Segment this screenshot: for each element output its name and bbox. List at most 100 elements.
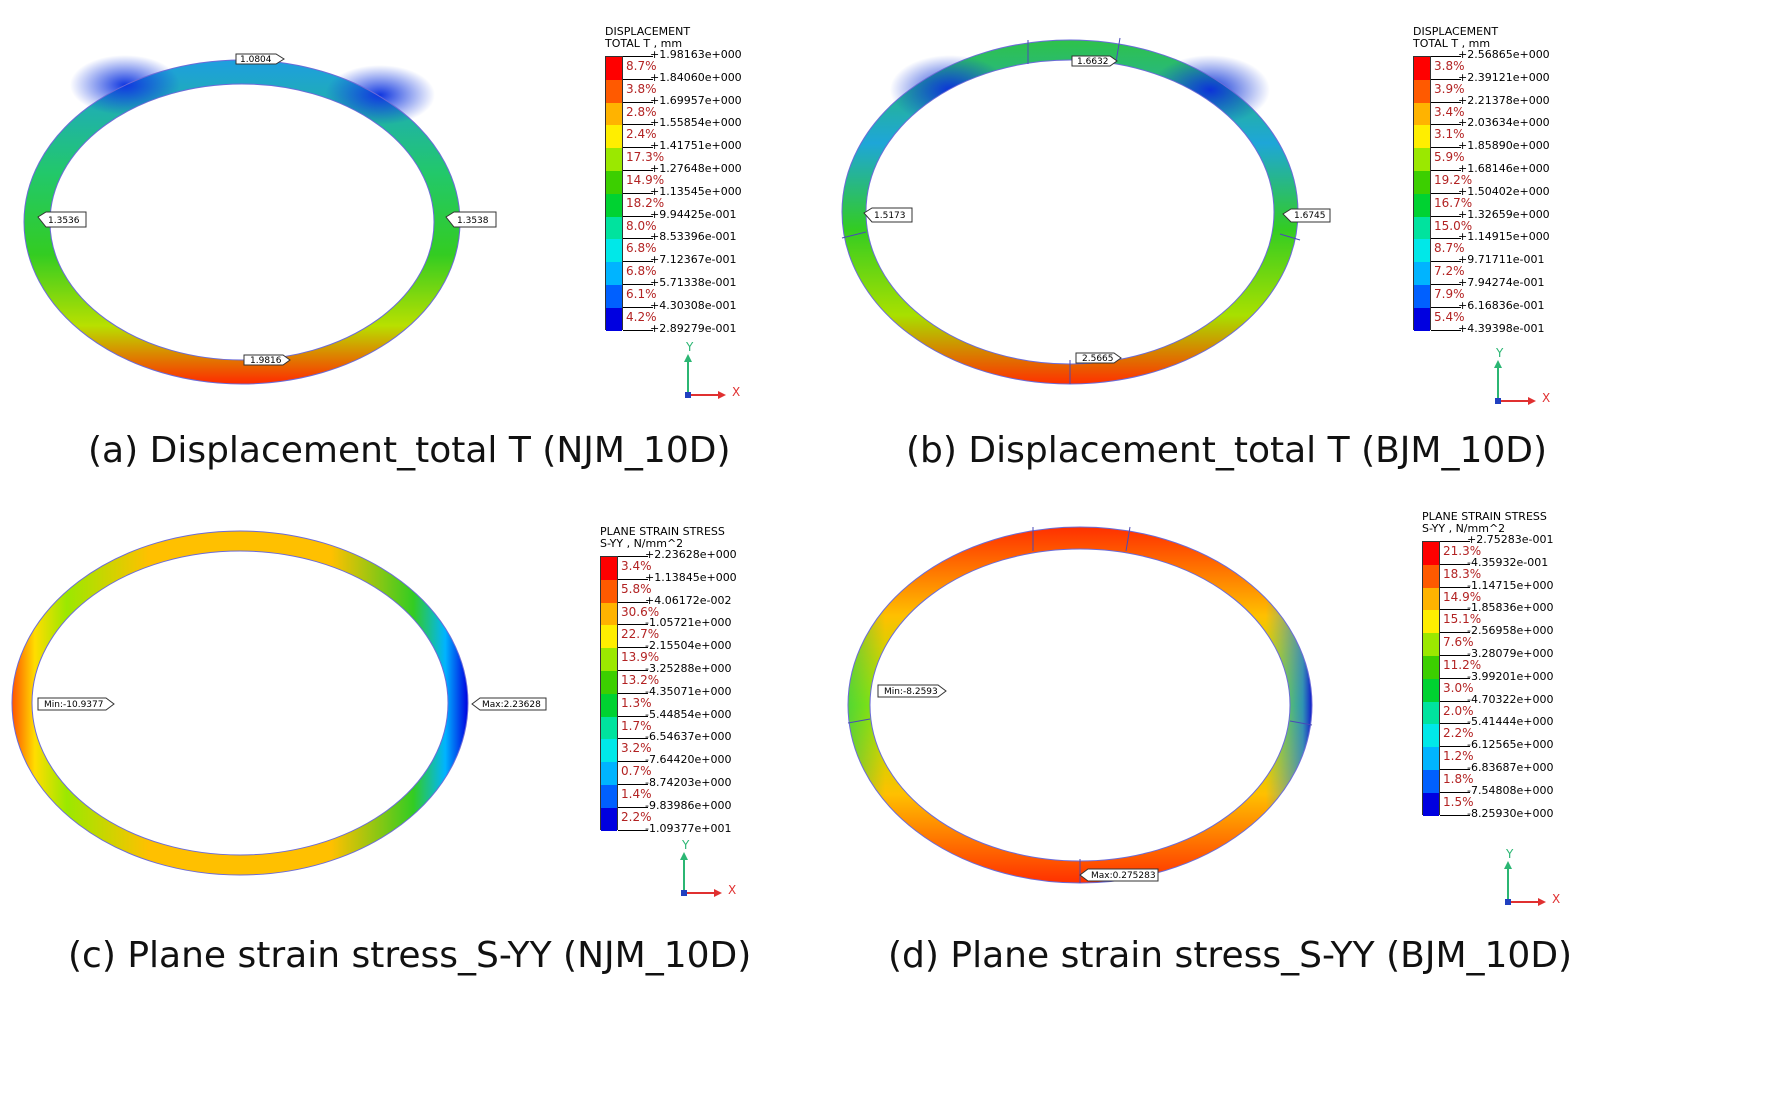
legend-percent: 13.9% [621, 650, 660, 665]
legend-tick [1431, 192, 1461, 194]
legend-tick [1440, 632, 1470, 634]
legend-colorbar-b [1413, 56, 1431, 331]
tag-max-d: Max:0.275283 [1079, 868, 1159, 882]
legend-percent: 7.9% [1434, 287, 1465, 301]
legend-tick [623, 78, 653, 80]
legend-colorbar-a [605, 56, 623, 331]
legend-tick [1440, 746, 1470, 748]
legend-value: +1.84060e+000 [650, 70, 742, 84]
legend-title-b: DISPLACEMENT TOTAL T , mm [1413, 25, 1499, 50]
legend-swatch [606, 307, 622, 331]
legend-percent: 2.8% [626, 104, 657, 119]
legend-percent: 2.4% [626, 127, 657, 142]
legend-tick [618, 784, 648, 785]
legend-swatch [606, 148, 622, 171]
legend-value: -6.83687e+000 [1467, 761, 1554, 774]
legend-tick [618, 670, 648, 671]
legend-percent: 1.5% [1443, 794, 1474, 809]
legend-percent: 1.4% [621, 787, 652, 801]
legend-value: -7.64420e+000 [645, 753, 732, 767]
legend-value: +2.56865e+000 [1458, 48, 1550, 61]
legend-swatch [1423, 770, 1439, 793]
panel-c: Min:-10.9377 Max:2.23628 PLANE STRAIN ST… [0, 505, 894, 1060]
legend-swatch [1423, 564, 1439, 588]
ring-inner-b [865, 59, 1275, 365]
legend-tick [623, 306, 653, 308]
legend-value: +2.75283e-001 [1467, 533, 1554, 546]
legend-value: -1.09377e+001 [645, 821, 732, 835]
legend-percent: 8.0% [626, 218, 657, 233]
legend-value: +2.23628e+000 [645, 548, 737, 561]
legend-swatch [1423, 678, 1439, 702]
legend-value: +1.13545e+000 [650, 184, 742, 198]
legend-value: +6.16836e-001 [1458, 298, 1545, 312]
legend-swatch [1414, 262, 1430, 285]
legend-swatch [601, 739, 617, 763]
legend-percent: 3.1% [1434, 127, 1465, 142]
legend-value: +9.94425e-001 [650, 207, 737, 221]
legend-percent: 2.0% [1443, 703, 1474, 718]
legend-tick [623, 101, 653, 103]
legend-percent: 3.8% [1434, 59, 1465, 73]
legend-tick [1431, 306, 1461, 308]
legend-tick [1431, 261, 1461, 263]
legend-percent: 7.6% [1443, 635, 1474, 650]
tag-bottom-b: 2.5665 [1075, 352, 1122, 364]
legend-tick [618, 624, 648, 626]
legend-percent: 18.2% [626, 195, 665, 210]
legend-percent: 5.9% [1434, 150, 1465, 165]
axis-y-label-d: Y [1506, 847, 1514, 861]
legend-tick [1440, 609, 1470, 611]
legend-percent: 1.7% [621, 718, 652, 733]
legend-swatch [1423, 656, 1439, 679]
legend-swatch [601, 785, 617, 808]
ring-contour-d: Min:-8.2593 Max:0.275283 [847, 526, 1313, 884]
legend-swatch [1414, 79, 1430, 103]
legend-swatch [1423, 587, 1439, 611]
legend-value: +1.55854e+000 [650, 116, 742, 130]
axes-triad-b: Y X [1490, 346, 1560, 416]
legend-value: -4.35932e-001 [1467, 555, 1549, 569]
legend-percent: 3.2% [621, 741, 652, 756]
svg-text:1.3538: 1.3538 [457, 216, 489, 226]
legend-tick [1440, 814, 1470, 816]
legend-tick [623, 147, 653, 149]
legend-value: -5.41444e+000 [1467, 715, 1554, 729]
legend-swatch [1423, 542, 1439, 565]
legend-percent: 11.2% [1443, 658, 1482, 672]
legend-value: +1.13845e+000 [645, 570, 737, 584]
tag-min-c: Min:-10.9377 [37, 697, 115, 711]
caption-c: (c) Plane strain stress_S-YY (NJM_10D) [68, 935, 752, 976]
axis-x-label-a: X [732, 385, 741, 399]
legend-percent: 3.4% [1434, 104, 1465, 119]
legend-value: -6.54637e+000 [645, 730, 732, 744]
legend-tick [1440, 586, 1470, 588]
legend-value: +1.27648e+000 [650, 162, 742, 175]
legend-value: -3.99201e+000 [1467, 669, 1554, 683]
legend-value: +2.89279e-001 [650, 321, 737, 335]
legend-value: -8.74203e+000 [645, 776, 732, 789]
legend-tick [1431, 284, 1461, 285]
legend-percent: 16.7% [1434, 195, 1473, 210]
panel-b: 1.6632 1.5173 1.6745 2.5665 DISPLACEMENT… [840, 0, 1734, 555]
joint-2-b [1115, 37, 1121, 63]
panel-d: Min:-8.2593 Max:0.275283 PLANE STRAIN ST… [840, 505, 1734, 1060]
legend-swatch [1423, 747, 1439, 770]
legend-percent: 6.8% [626, 264, 657, 279]
axis-x-label-d: X [1552, 892, 1561, 906]
legend-swatch [606, 171, 622, 194]
legend-swatch [601, 671, 617, 694]
legend-value: -3.25288e+000 [645, 662, 732, 675]
legend-value: -1.05721e+000 [645, 616, 732, 630]
legend-value: +1.32659e+000 [1458, 207, 1550, 221]
legend-value: -5.44854e+000 [645, 707, 732, 721]
legend-swatch [1414, 57, 1430, 80]
legend-percent: 2.2% [1443, 726, 1474, 741]
ring-inner-a [49, 83, 435, 361]
legend-title-d: PLANE STRAIN STRESS S-YY , N/mm^2 [1422, 510, 1547, 535]
tag-top-a: 1.0804 [235, 53, 285, 65]
legend-tick [618, 761, 648, 763]
legend-value: -1.14715e+000 [1467, 578, 1554, 592]
legend-tick [1431, 56, 1461, 57]
legend-tick [1440, 723, 1470, 725]
